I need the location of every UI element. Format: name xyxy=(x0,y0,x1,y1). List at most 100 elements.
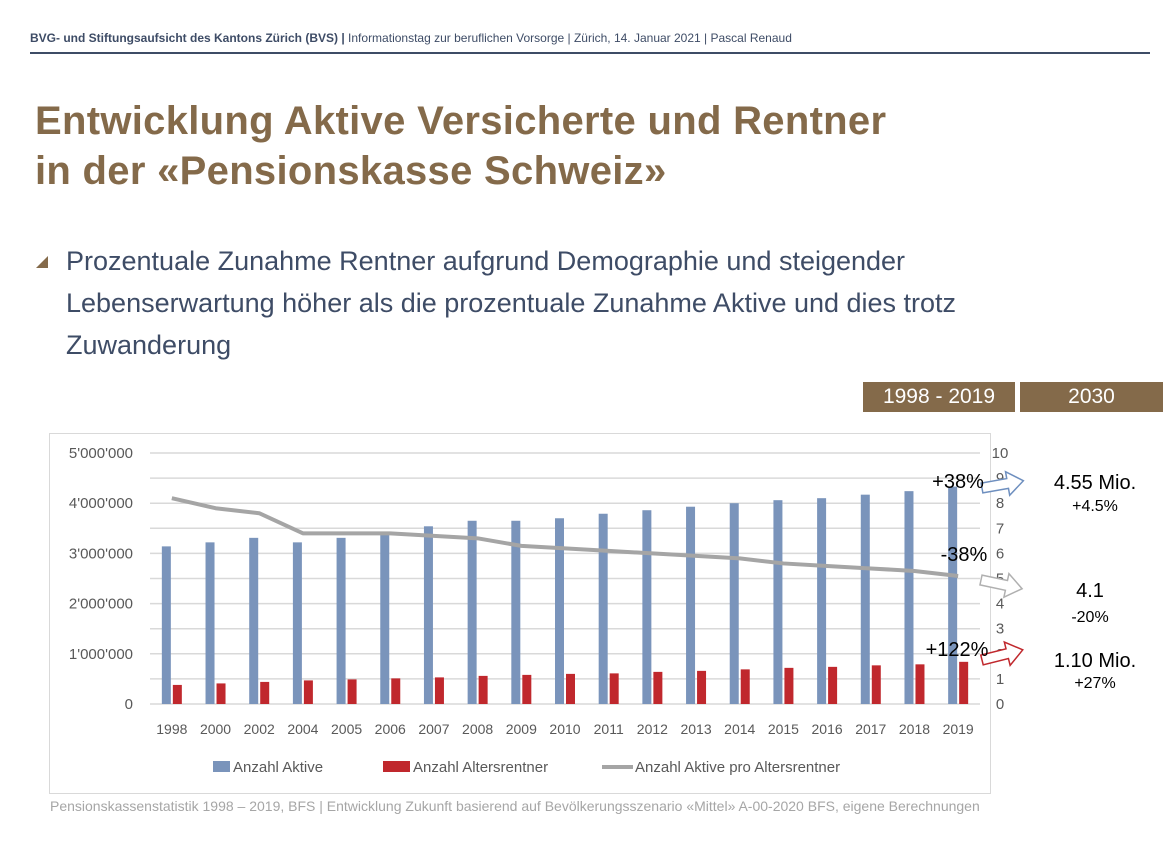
bar-rentner xyxy=(697,670,707,704)
projection-arrows xyxy=(979,470,1025,667)
y2-tick-label: 6 xyxy=(996,545,1004,562)
proj-ratio-value: 4.1 xyxy=(1076,580,1104,602)
bar-rentner xyxy=(347,679,357,704)
proj-aktive-value: 4.55 Mio. xyxy=(1053,472,1137,494)
tag-forecast-period: 2030 xyxy=(1020,382,1163,412)
bar-rentner xyxy=(828,666,838,704)
x-tick-label: 2011 xyxy=(594,721,624,737)
y2-tick-label: 8 xyxy=(996,495,1004,512)
y-tick-label: 1'000'000 xyxy=(69,646,133,663)
header-divider xyxy=(30,52,1150,54)
y2-tick-label: 4 xyxy=(996,596,1004,613)
proj-ratio-change: -20% xyxy=(1071,609,1109,626)
legend-label-rentner: Anzahl Altersrentner xyxy=(413,759,548,776)
header-event: Informationstag zur beruflichen Vorsorge… xyxy=(348,31,792,45)
title-line-2: in der «Pensionskasse Schweiz» xyxy=(35,149,667,193)
y2-tick-label: 1 xyxy=(996,671,1004,688)
proj-rentner-change: +27% xyxy=(1074,675,1116,692)
bar-rentner xyxy=(303,680,313,704)
bullet-text: Prozentuale Zunahme Rentner aufgrund Dem… xyxy=(66,246,957,360)
source-note: Pensionskassenstatistik 1998 – 2019, BFS… xyxy=(50,798,980,814)
x-tick-label: 2019 xyxy=(943,721,974,737)
bar-aktive xyxy=(773,500,783,704)
bar-aktive xyxy=(292,542,302,704)
bar-rentner xyxy=(871,665,881,704)
x-tick-label: 2008 xyxy=(462,721,493,737)
legend-label-ratio: Anzahl Aktive pro Altersrentner xyxy=(635,759,840,776)
bar-aktive xyxy=(161,546,171,704)
y2-tick-label: 10 xyxy=(992,445,1009,462)
bar-rentner xyxy=(391,678,401,704)
y2-tick-label: 9 xyxy=(996,470,1004,487)
bar-rentner xyxy=(915,664,925,704)
proj-aktive-change: +4.5% xyxy=(1072,498,1118,515)
y-axis-left: 0 1'000'000 2'000'000 3'000'000 4'000'000 5'0… xyxy=(69,445,133,713)
arrow-aktive-icon xyxy=(980,470,1025,497)
bar-aktive xyxy=(598,513,608,704)
x-tick-label: 2017 xyxy=(855,721,886,737)
bar-aktive xyxy=(249,537,259,704)
bars xyxy=(161,486,969,704)
annotation-rentner-change: +122% xyxy=(926,639,989,661)
bar-aktive xyxy=(467,520,477,704)
y2-tick-label: 0 xyxy=(996,696,1004,713)
x-tick-label: 2000 xyxy=(200,721,231,737)
y-tick-label: 3'000'000 xyxy=(69,545,133,562)
bar-aktive xyxy=(948,486,958,704)
ratio-line xyxy=(171,496,959,578)
bar-aktive xyxy=(511,520,521,704)
bullet-triangle-icon xyxy=(36,256,48,268)
gridlines xyxy=(150,452,980,705)
x-tick-label: 2013 xyxy=(680,721,711,737)
bar-aktive xyxy=(336,537,346,704)
x-tick-label: 2007 xyxy=(418,721,449,737)
proj-rentner-value: 1.10 Mio. xyxy=(1053,650,1137,672)
bar-rentner xyxy=(522,674,532,704)
bar-aktive xyxy=(817,498,827,704)
y-tick-label: 4'000'000 xyxy=(69,495,133,512)
legend-swatch-aktive xyxy=(213,761,230,772)
x-tick-label: 1998 xyxy=(156,721,187,737)
bar-rentner xyxy=(434,677,444,704)
ratio-line-path xyxy=(171,496,959,578)
title-line-1: Entwicklung Aktive Versicherte und Rentn… xyxy=(35,99,887,143)
x-tick-label: 2005 xyxy=(331,721,362,737)
slide-header: BVG- und Stiftungsaufsicht des Kantons Z… xyxy=(30,31,792,45)
x-tick-label: 2015 xyxy=(768,721,799,737)
bar-rentner xyxy=(478,675,488,704)
arrow-ratio-icon xyxy=(979,572,1024,599)
y2-tick-label: 7 xyxy=(996,520,1004,537)
bar-aktive xyxy=(380,534,390,704)
legend-label-aktive: Anzahl Aktive xyxy=(233,759,323,776)
x-tick-label: 2009 xyxy=(506,721,537,737)
bar-aktive xyxy=(729,503,739,704)
legend: Anzahl Aktive Anzahl Altersrentner Anzahl … xyxy=(213,759,840,776)
y-tick-label: 5'000'000 xyxy=(69,445,133,462)
bar-rentner xyxy=(959,661,969,704)
annotation-ratio-change: -38% xyxy=(941,544,988,566)
x-tick-label: 2010 xyxy=(549,721,580,737)
bar-aktive xyxy=(205,542,215,704)
bar-rentner xyxy=(609,673,619,704)
x-tick-label: 2016 xyxy=(812,721,843,737)
tag-historic-period: 1998 - 2019 xyxy=(863,382,1015,412)
x-tick-label: 2002 xyxy=(244,721,275,737)
y-tick-label: 2'000'000 xyxy=(69,596,133,613)
y2-tick-label: 3 xyxy=(996,621,1004,638)
bar-rentner xyxy=(740,669,750,704)
bar-aktive xyxy=(686,506,696,704)
bar-rentner xyxy=(784,667,794,704)
x-tick-label: 2014 xyxy=(724,721,755,737)
bar-aktive xyxy=(860,494,870,704)
header-org: BVG- und Stiftungsaufsicht des Kantons Z… xyxy=(30,31,345,45)
bar-rentner xyxy=(216,683,226,704)
x-tick-label: 2006 xyxy=(375,721,406,737)
bar-aktive xyxy=(904,491,914,704)
slide-title: Entwicklung Aktive Versicherte und Rentn… xyxy=(35,96,886,196)
x-tick-label: 2004 xyxy=(287,721,318,737)
bar-aktive xyxy=(423,526,433,704)
x-tick-label: 2012 xyxy=(637,721,668,737)
x-axis: 1998 2000 2002 2004 2005 2006 2007 2008 2009 2010… xyxy=(156,721,974,737)
bar-rentner xyxy=(172,684,182,704)
